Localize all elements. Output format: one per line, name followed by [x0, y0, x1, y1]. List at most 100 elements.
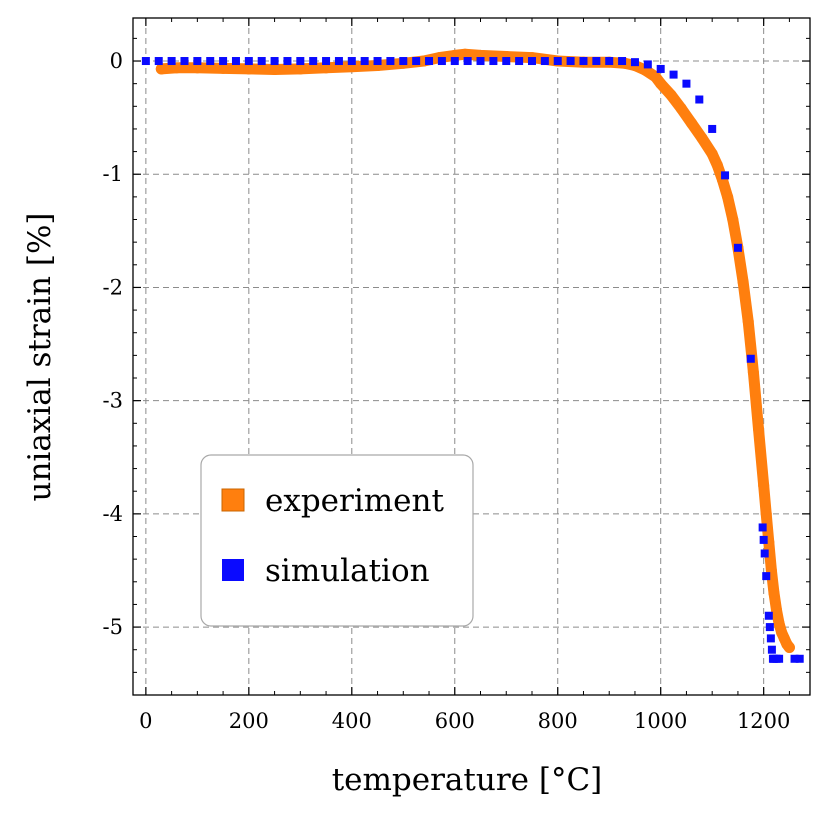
- simulation-point: [219, 57, 228, 66]
- x-tick-label: 800: [538, 709, 578, 733]
- experiment-point: [760, 508, 772, 520]
- simulation-point: [766, 634, 775, 643]
- simulation-point: [733, 243, 742, 252]
- experiment-point: [758, 480, 770, 492]
- plot-frame: [132, 17, 811, 696]
- experiment-point: [727, 214, 739, 226]
- simulation-point: [759, 535, 768, 544]
- x-tick-label: 1200: [737, 709, 790, 733]
- simulation-point: [373, 57, 382, 66]
- simulation-point: [760, 549, 769, 558]
- simulation-point: [767, 645, 776, 654]
- legend: experiment simulation: [200, 454, 474, 627]
- simulation-point: [566, 57, 575, 66]
- simulation-point: [437, 57, 446, 66]
- experiment-point: [722, 191, 734, 203]
- simulation-point: [257, 57, 266, 66]
- simulation-point: [758, 523, 767, 532]
- legend-box: [200, 454, 474, 627]
- simulation-point: [527, 57, 536, 66]
- simulation-point: [386, 57, 395, 66]
- experiment-point: [686, 117, 698, 129]
- simulation-point: [360, 57, 369, 66]
- y-tick-label: 0: [110, 49, 123, 73]
- simulation-point: [795, 654, 804, 663]
- y-axis-title: uniaxial strain [%]: [22, 212, 58, 501]
- legend-label-experiment: experiment: [265, 483, 444, 519]
- simulation-point: [540, 57, 549, 66]
- experiment-point: [747, 366, 759, 378]
- experiment-point: [320, 62, 332, 74]
- experiment-point: [191, 62, 203, 74]
- y-tick-label: -2: [103, 275, 123, 299]
- experiment-point: [768, 587, 780, 599]
- experiment-point: [294, 63, 306, 75]
- simulation-point: [605, 57, 614, 66]
- simulation-point: [347, 57, 356, 66]
- simulation-point: [141, 57, 150, 66]
- experiment-point: [696, 132, 708, 144]
- experiment-point: [771, 604, 783, 616]
- simulation-point: [695, 95, 704, 104]
- x-tick-label: 1000: [634, 709, 687, 733]
- simulation-point: [762, 572, 771, 581]
- plot-area: [141, 48, 804, 663]
- x-axis-title: temperature [°C]: [332, 762, 603, 798]
- experiment-point: [243, 63, 255, 75]
- simulation-point: [656, 64, 665, 73]
- simulation-point: [334, 57, 343, 66]
- y-tick-label: -1: [103, 162, 123, 186]
- experiment-point: [655, 78, 667, 90]
- legend-label-simulation: simulation: [265, 553, 430, 589]
- simulation-point: [643, 60, 652, 69]
- simulation-point: [553, 57, 562, 66]
- legend-marker-simulation: [222, 559, 244, 581]
- simulation-point: [515, 57, 524, 66]
- experiment-point: [171, 62, 183, 74]
- simulation-point: [154, 57, 163, 66]
- simulation-point: [193, 57, 202, 66]
- simulation-point: [764, 611, 773, 620]
- x-tick-label: 600: [435, 709, 475, 733]
- experiment-point: [753, 423, 765, 435]
- legend-marker-experiment: [221, 488, 245, 512]
- simulation-point: [322, 57, 331, 66]
- simulation-point: [283, 57, 292, 66]
- simulation-point: [167, 57, 176, 66]
- axis-ticks: 0 200 400 600 800 1000 1200 0 -1 -2 -3 -4 -5: [103, 18, 810, 733]
- experiment-point: [711, 159, 723, 171]
- x-tick-label: 200: [229, 709, 269, 733]
- y-tick-label: -4: [103, 502, 123, 526]
- experiment-point: [783, 641, 795, 653]
- simulation-point: [231, 57, 240, 66]
- simulation-point: [180, 57, 189, 66]
- simulation-point: [746, 354, 755, 363]
- simulation-point: [309, 57, 318, 66]
- simulation-point: [489, 57, 498, 66]
- simulation-point: [669, 70, 678, 79]
- simulation-point: [775, 654, 784, 663]
- simulation-point: [592, 57, 601, 66]
- x-tick-label: 0: [139, 709, 152, 733]
- simulation-point: [502, 57, 511, 66]
- simulation-point: [790, 654, 799, 663]
- simulation-point: [682, 79, 691, 88]
- simulation-point: [579, 57, 588, 66]
- simulation-point: [425, 57, 434, 66]
- y-tick-label: -5: [103, 615, 123, 639]
- simulation-point: [244, 57, 253, 66]
- experiment-point: [459, 48, 471, 60]
- simulation-point: [296, 57, 305, 66]
- experiment-point: [665, 89, 677, 101]
- simulation-point: [630, 58, 639, 67]
- simulation-point: [476, 57, 485, 66]
- simulation-point: [708, 124, 717, 133]
- simulation-point: [618, 57, 627, 66]
- simulation-point: [270, 57, 279, 66]
- experiment-point: [737, 276, 749, 288]
- experiment-point: [742, 315, 754, 327]
- y-tick-label: -3: [103, 389, 123, 413]
- experiment-point: [675, 103, 687, 115]
- simulation-point: [721, 171, 730, 180]
